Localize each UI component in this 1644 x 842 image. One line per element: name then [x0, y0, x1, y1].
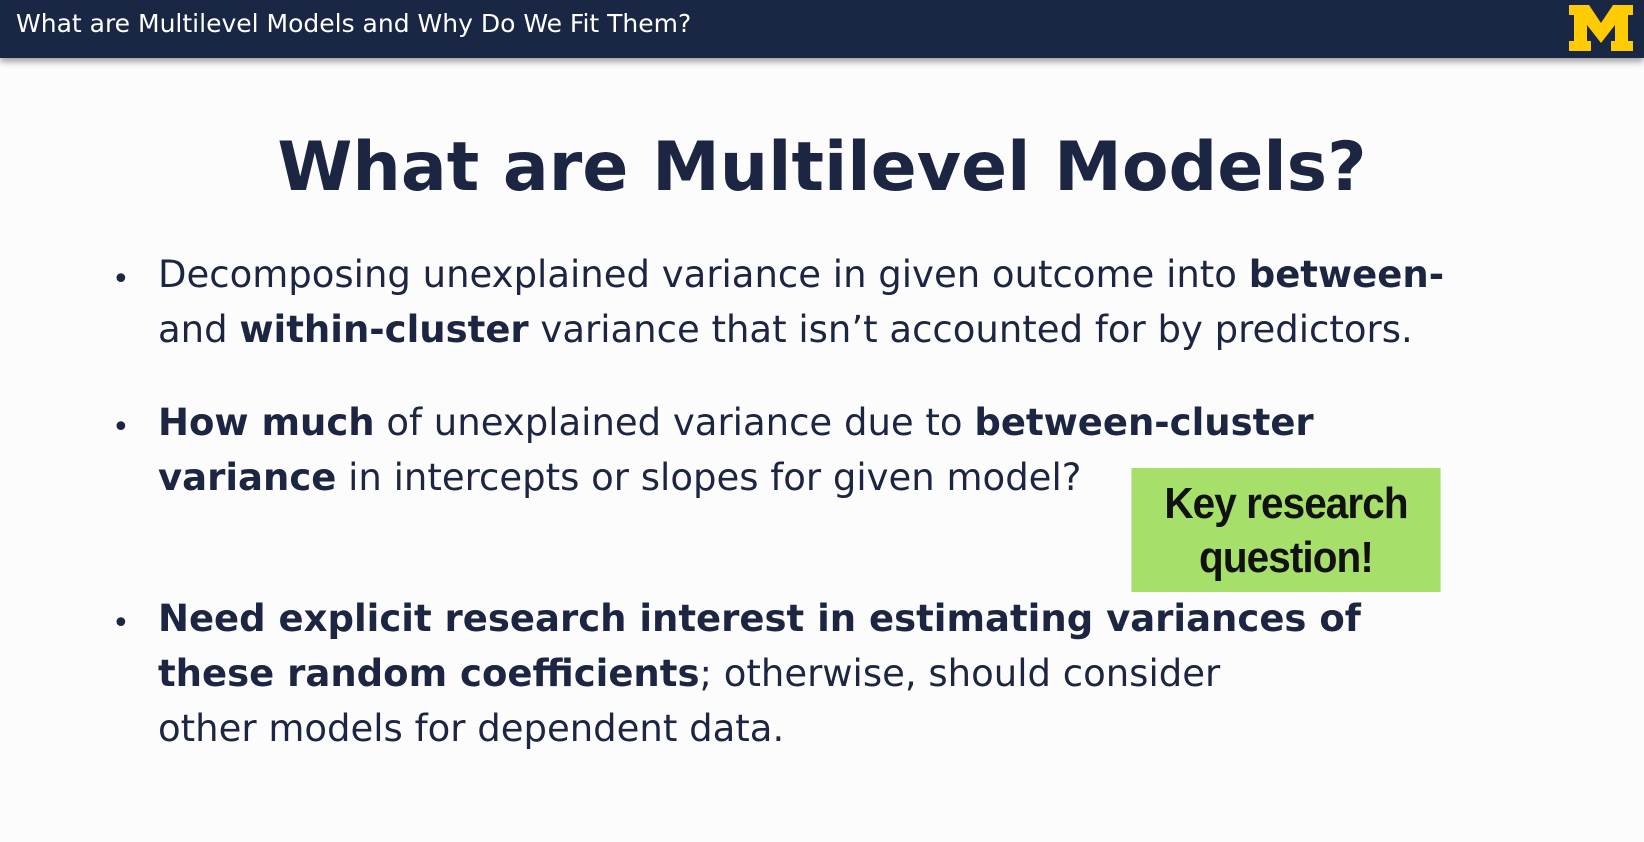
text-run-bold: variance	[158, 456, 337, 499]
text-run: variance that isn’t accounted for by pre…	[528, 308, 1413, 351]
slide-title: What are Multilevel Models?	[277, 128, 1367, 207]
lecture-title: What are Multilevel Models and Why Do We…	[16, 9, 692, 38]
bullet-1-line-2: and within-cluster variance that isn’t a…	[158, 308, 1413, 351]
bullet-1-line-1: Decomposing unexplained variance in give…	[158, 253, 1444, 296]
bullet-2-line-1: How much of unexplained variance due to …	[158, 401, 1314, 444]
bullet-3-line-3: other models for dependent data.	[158, 707, 784, 750]
callout-line-2: question!	[1199, 533, 1374, 582]
text-run: of unexplained variance due to	[374, 401, 975, 444]
text-run: ; otherwise, should consider	[699, 652, 1221, 695]
key-research-question-callout: Key research question!	[1131, 468, 1441, 592]
text-run: Decomposing unexplained variance in give…	[158, 253, 1249, 296]
text-run-bold: How much	[158, 401, 375, 444]
top-bar: What are Multilevel Models and Why Do We…	[0, 0, 1644, 58]
university-m-logo	[1569, 5, 1633, 51]
text-run-bold: between-	[1248, 253, 1445, 296]
text-run-bold: these random coefficients	[158, 652, 700, 695]
bullet-marker-2: •	[112, 410, 130, 445]
bullet-3-line-1: Need explicit research interest in estim…	[158, 597, 1361, 640]
text-run-bold: between-cluster	[974, 401, 1314, 444]
bullet-marker-1: •	[112, 262, 130, 297]
text-run: and	[158, 308, 240, 351]
text-run: other models for dependent data.	[158, 707, 785, 750]
callout-line-1: Key research	[1164, 479, 1408, 528]
bullet-2-line-2: variance in intercepts or slopes for giv…	[158, 456, 1081, 499]
text-run-bold: Need explicit research interest in estim…	[158, 597, 1361, 640]
text-run: in intercepts or slopes for given model?	[336, 456, 1082, 499]
text-run-bold: within-cluster	[239, 308, 529, 351]
bullet-marker-3: •	[112, 606, 130, 641]
bullet-3-line-2: these random coefficients; otherwise, sh…	[158, 652, 1220, 695]
